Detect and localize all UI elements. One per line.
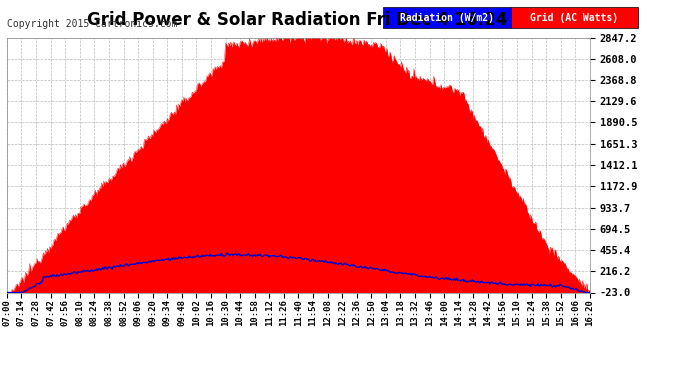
Text: Copyright 2015 Cartronics.com: Copyright 2015 Cartronics.com bbox=[7, 19, 177, 29]
Text: Grid (AC Watts): Grid (AC Watts) bbox=[531, 13, 618, 23]
Text: Grid Power & Solar Radiation Fri Dec 4 16:24: Grid Power & Solar Radiation Fri Dec 4 1… bbox=[86, 11, 507, 29]
Text: Radiation (W/m2): Radiation (W/m2) bbox=[400, 13, 494, 23]
